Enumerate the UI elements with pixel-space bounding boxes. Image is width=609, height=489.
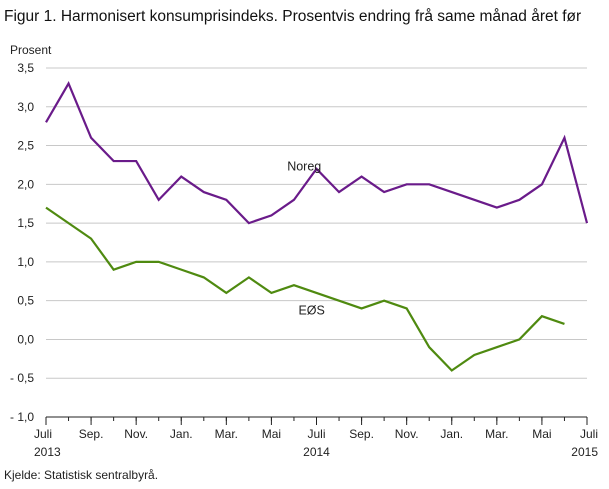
x-tick-label: Jan. <box>170 427 193 441</box>
source-note: Kjelde: Statistisk sentralbyrå. <box>4 468 159 482</box>
y-tick-label: - 0,5 <box>10 371 34 385</box>
x-tick-label: Mar. <box>485 427 508 441</box>
y-tick-labels: - 1,0 - 0,5 0,0 0,5 1,0 1,5 2,0 2,5 3,0 3,5 <box>10 61 34 424</box>
x-tick-label: Sep. <box>79 427 104 441</box>
x-tick-label: Nov. <box>395 427 419 441</box>
y-axis-label: Prosent <box>10 43 52 57</box>
y-tick-label: 0,0 <box>17 332 34 346</box>
x-tick-label: Mai <box>262 427 281 441</box>
y-tick-label: 0,5 <box>17 294 34 308</box>
x-year-label: 2013 <box>34 445 61 459</box>
series-label: EØS <box>298 304 324 318</box>
y-tick-label: 1,0 <box>17 255 34 269</box>
x-tick-label: Jan. <box>440 427 463 441</box>
series-line-eos <box>45 206 565 372</box>
y-tick-label: 1,5 <box>17 216 34 230</box>
grid-lines <box>46 67 587 418</box>
x-year-label: 2015 <box>571 445 598 459</box>
y-tick-label: 3,0 <box>17 100 34 114</box>
x-tick-label: Juli <box>307 427 325 441</box>
y-tick-label: - 1,0 <box>10 410 34 424</box>
chart-title: Figur 1. Harmonisert konsumprisindeks. P… <box>4 8 582 25</box>
x-tick-label: Sep. <box>349 427 374 441</box>
y-tick-label: 2,5 <box>17 139 34 153</box>
x-tick-labels: Juli 2013 Sep. Nov. Jan. Mar. Mai Juli 2014 Sep. N… <box>34 417 598 459</box>
y-tick-label: 3,5 <box>17 61 34 75</box>
series-label: Noreg <box>287 159 321 173</box>
x-tick-label: Juli <box>34 427 52 441</box>
x-tick-label: Nov. <box>124 427 148 441</box>
series-line-noreg <box>45 81 589 225</box>
series-lines <box>45 81 589 372</box>
x-year-label: 2014 <box>303 445 330 459</box>
x-tick-label: Mai <box>532 427 551 441</box>
y-tick-label: 2,0 <box>17 177 34 191</box>
x-tick-label: Juli <box>580 427 598 441</box>
series-labels: Noreg EØS <box>287 159 325 317</box>
x-tick-label: Mar. <box>215 427 238 441</box>
